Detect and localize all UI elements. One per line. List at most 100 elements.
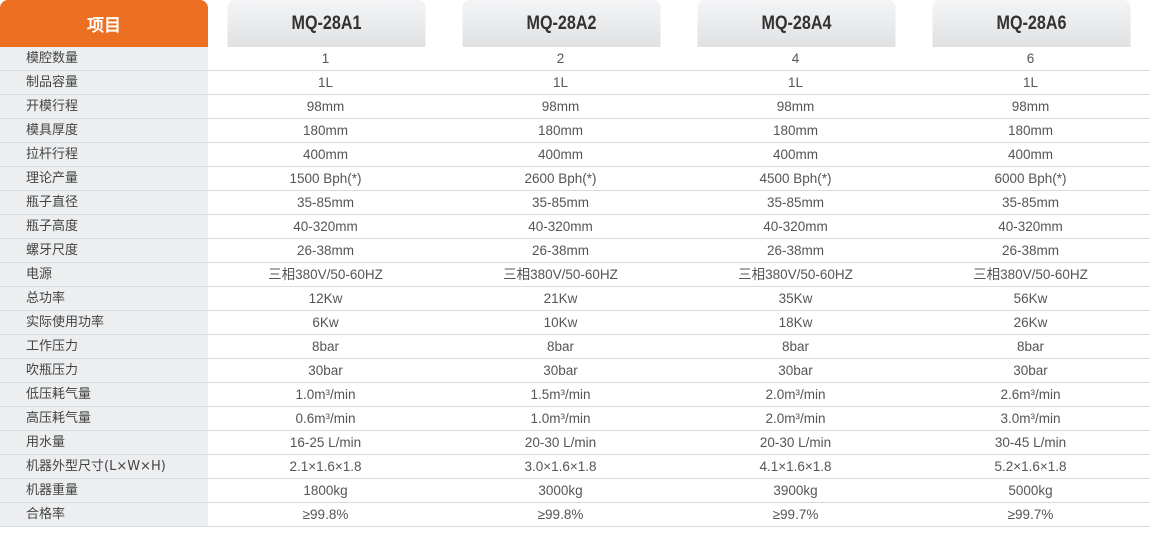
cell-value: 1.0m³/min: [295, 387, 356, 402]
cell-value: 12Kw: [308, 291, 343, 306]
table-row: 吹瓶压力 30bar 30bar 30bar 30bar: [0, 359, 1150, 383]
table-row: 低压耗气量 1.0m³/min 1.5m³/min 2.0m³/min 2.6m³/mi…: [0, 383, 1150, 407]
cell-value: 4: [791, 51, 800, 66]
cell-value: 35-85mm: [296, 195, 355, 210]
cell-value: 1: [321, 51, 330, 66]
cell-value: 40-320mm: [528, 219, 593, 234]
cell-value: 30bar: [308, 363, 343, 378]
cell-value: 5.2×1.6×1.8: [994, 459, 1067, 474]
table-row: 机器重量 1800kg 3000kg 3900kg 5000kg: [0, 479, 1150, 503]
cell-value: 4.1×1.6×1.8: [759, 459, 832, 474]
cell-value: 1800kg: [303, 483, 348, 498]
table-row: 电源 三相380V/50-60HZ 三相380V/50-60HZ 三相380V/50-…: [0, 263, 1150, 287]
cell-value: 98mm: [1011, 99, 1050, 114]
table-header: 项目 MQ-28A1 MQ-28A2 MQ-28A4 MQ-28A6: [0, 0, 1150, 47]
cell-value: 26-38mm: [531, 243, 590, 258]
cell-value: 400mm: [1007, 147, 1053, 162]
cell-value: ≥99.8%: [302, 507, 349, 522]
table-row: 工作压力 8bar 8bar 8bar 8bar: [0, 335, 1150, 359]
row-label: 瓶子高度: [0, 215, 208, 238]
cell-value: 30bar: [778, 363, 813, 378]
cell-value: 三相380V/50-60HZ: [973, 267, 1088, 282]
cell-value: 26Kw: [1013, 315, 1048, 330]
cell-value: 98mm: [776, 99, 815, 114]
row-label: 瓶子直径: [0, 191, 208, 214]
cell-value: 18Kw: [778, 315, 813, 330]
table-row: 开模行程 98mm 98mm 98mm 98mm: [0, 95, 1150, 119]
cell-value: 26-38mm: [1001, 243, 1060, 258]
cell-value: 21Kw: [543, 291, 578, 306]
table-row: 拉杆行程 400mm 400mm 400mm 400mm: [0, 143, 1150, 167]
cell-value: ≥99.7%: [1007, 507, 1054, 522]
cell-value: 2.6m³/min: [1000, 387, 1061, 402]
cell-value: 180mm: [772, 123, 818, 138]
table-row: 模具厚度 180mm 180mm 180mm 180mm: [0, 119, 1150, 143]
row-label: 吹瓶压力: [0, 359, 208, 382]
row-label: 开模行程: [0, 95, 208, 118]
header-model: MQ-28A1: [227, 0, 426, 47]
cell-value: 20-30 L/min: [759, 435, 832, 450]
cell-value: 1L: [1022, 75, 1039, 90]
table-row: 用水量 16-25 L/min 20-30 L/min 20-30 L/min 30-4…: [0, 431, 1150, 455]
table-row: 总功率 12Kw 21Kw 35Kw 56Kw: [0, 287, 1150, 311]
header-item: 项目: [0, 0, 208, 47]
row-label: 理论产量: [0, 167, 208, 190]
cell-value: 3.0×1.6×1.8: [524, 459, 597, 474]
cell-value: 3900kg: [773, 483, 818, 498]
cell-value: 1L: [552, 75, 569, 90]
cell-value: 30bar: [1013, 363, 1048, 378]
cell-value: 35Kw: [778, 291, 813, 306]
table-row: 模腔数量 1 2 4 6: [0, 47, 1150, 71]
cell-value: 三相380V/50-60HZ: [503, 267, 618, 282]
table-row: 螺牙尺度 26-38mm 26-38mm 26-38mm 26-38mm: [0, 239, 1150, 263]
cell-value: 三相380V/50-60HZ: [738, 267, 853, 282]
cell-value: 2.1×1.6×1.8: [289, 459, 362, 474]
row-label: 低压耗气量: [0, 383, 208, 406]
cell-value: 2.0m³/min: [765, 411, 826, 426]
row-label: 用水量: [0, 431, 208, 454]
row-label: 模具厚度: [0, 119, 208, 142]
cell-value: 2: [556, 51, 565, 66]
row-label: 制品容量: [0, 71, 208, 94]
cell-value: 10Kw: [543, 315, 578, 330]
cell-value: 180mm: [1007, 123, 1053, 138]
cell-value: 56Kw: [1013, 291, 1048, 306]
table-row: 实际使用功率 6Kw 10Kw 18Kw 26Kw: [0, 311, 1150, 335]
table-row: 理论产量 1500 Bph(*) 2600 Bph(*) 4500 Bph(*) 600…: [0, 167, 1150, 191]
table-row: 制品容量 1L 1L 1L 1L: [0, 71, 1150, 95]
cell-value: ≥99.7%: [772, 507, 819, 522]
cell-value: 20-30 L/min: [524, 435, 597, 450]
cell-value: 6000 Bph(*): [994, 171, 1067, 186]
cell-value: ≥99.8%: [537, 507, 584, 522]
header-model: MQ-28A2: [462, 0, 661, 47]
cell-value: 35-85mm: [766, 195, 825, 210]
header-model: MQ-28A6: [932, 0, 1131, 47]
cell-value: 40-320mm: [293, 219, 358, 234]
cell-value: 16-25 L/min: [289, 435, 362, 450]
cell-value: 8bar: [546, 339, 575, 354]
cell-value: 3.0m³/min: [1000, 411, 1061, 426]
cell-value: 8bar: [1016, 339, 1045, 354]
cell-value: 40-320mm: [763, 219, 828, 234]
header-model: MQ-28A4: [697, 0, 896, 47]
row-label: 机器外型尺寸(L×W×H): [0, 455, 208, 478]
cell-value: 40-320mm: [998, 219, 1063, 234]
cell-value: 8bar: [311, 339, 340, 354]
cell-value: 2600 Bph(*): [524, 171, 597, 186]
table-body: 模腔数量 1 2 4 6 制品容量 1L 1L 1L 1L 开模行程 98mm 98mm 98mm 98mm…: [0, 47, 1150, 527]
cell-value: 400mm: [772, 147, 818, 162]
cell-value: 3000kg: [538, 483, 583, 498]
row-label: 实际使用功率: [0, 311, 208, 334]
table-row: 瓶子直径 35-85mm 35-85mm 35-85mm 35-85mm: [0, 191, 1150, 215]
cell-value: 30bar: [543, 363, 578, 378]
cell-value: 26-38mm: [296, 243, 355, 258]
cell-value: 35-85mm: [1001, 195, 1060, 210]
row-label: 工作压力: [0, 335, 208, 358]
row-label: 机器重量: [0, 479, 208, 502]
table-row: 高压耗气量 0.6m³/min 1.0m³/min 2.0m³/min 3.0m³/mi…: [0, 407, 1150, 431]
table-row: 合格率 ≥99.8% ≥99.8% ≥99.7% ≥99.7%: [0, 503, 1150, 527]
cell-value: 30-45 L/min: [994, 435, 1067, 450]
cell-value: 1L: [787, 75, 804, 90]
row-label: 模腔数量: [0, 47, 208, 70]
